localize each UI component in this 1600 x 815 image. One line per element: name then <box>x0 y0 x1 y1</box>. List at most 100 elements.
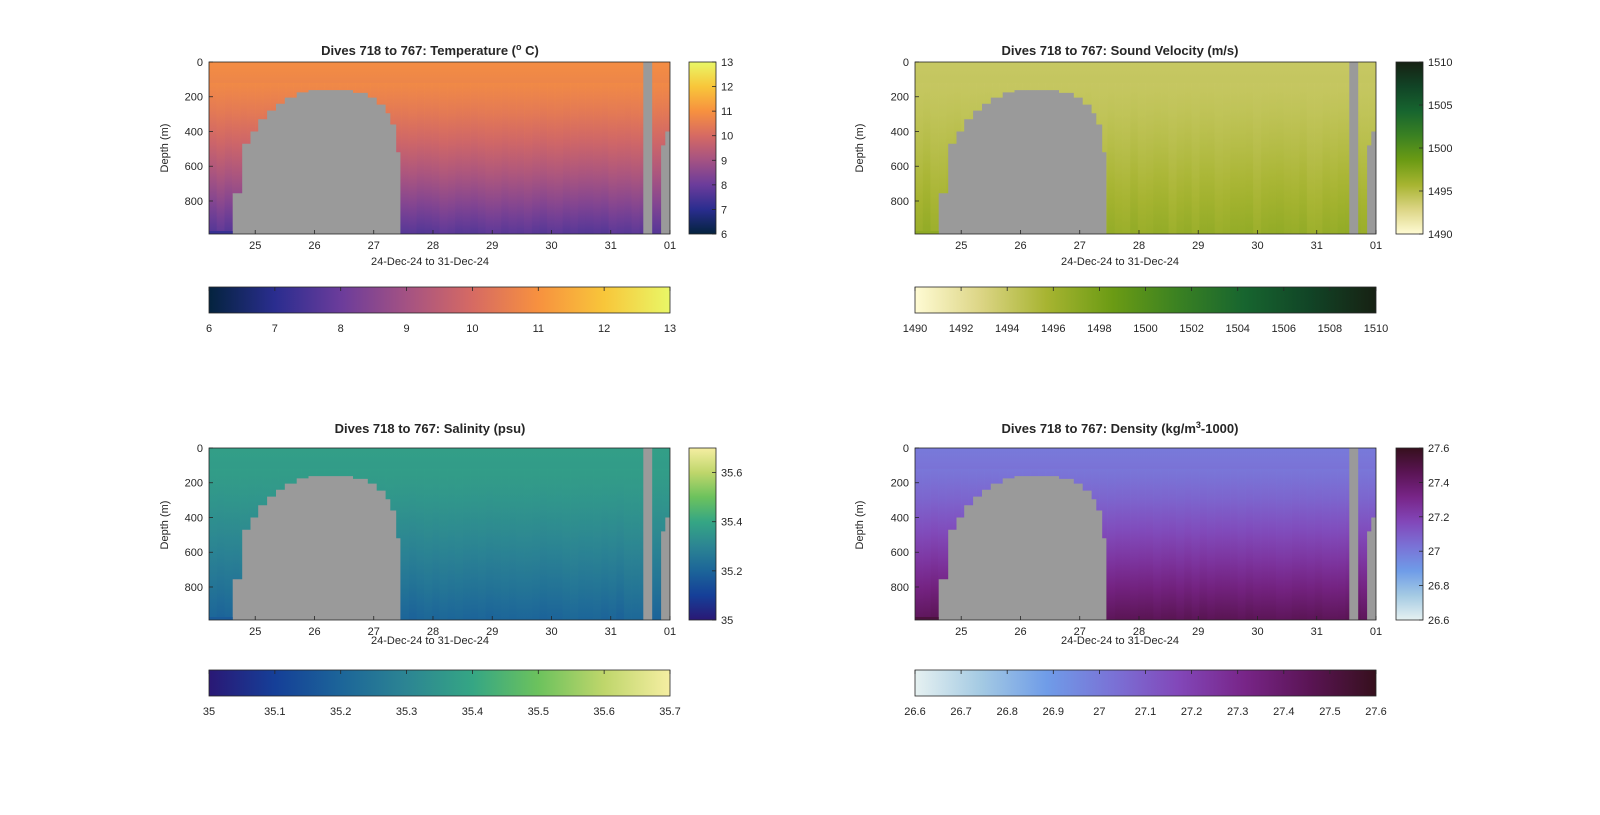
temperature-date-axis: 25 26 27 28 29 30 31 01 <box>249 230 676 252</box>
sound-velocity-colorbar-right: 1490 1495 1500 1505 1510 <box>1395 57 1452 241</box>
temperature-colorbar-bottom-label: 7 <box>272 323 278 335</box>
sound-velocity-depth-axis: 0 200 400 600 800 <box>891 57 919 208</box>
temperature-colorbar-right-label: 6 <box>721 229 727 241</box>
sound-velocity-colorbar-bottom-label: 1510 <box>1364 323 1388 335</box>
temperature-dive-column <box>224 82 233 234</box>
sound-velocity-dive-column <box>1299 82 1308 234</box>
density-heatmap <box>914 447 1377 621</box>
density-colorbar-bottom-label: 27.1 <box>1135 706 1156 718</box>
salinity-dive-column <box>493 468 502 620</box>
sound-velocity-dive-column <box>1153 82 1162 234</box>
temperature-dive-column <box>570 82 579 234</box>
sound-velocity-date-axis: 25 26 27 28 29 30 31 01 <box>955 230 1382 252</box>
density-ytick-label: 600 <box>891 547 909 559</box>
density-dive-column <box>1214 468 1223 620</box>
salinity-no-data-region <box>661 517 670 620</box>
density-panel: Dives 718 to 767: Density (kg/m3-1000) 0… <box>854 420 1449 718</box>
temperature-dive-column <box>462 82 471 234</box>
salinity-ytick-label: 800 <box>185 582 203 594</box>
sound-velocity-colorbar-right-label: 1495 <box>1428 186 1452 198</box>
sound-velocity-colorbar-bottom-scale <box>914 286 1377 314</box>
temperature-dive-column <box>516 82 525 234</box>
salinity-date-axis: 25 26 27 28 29 30 31 01 <box>249 616 676 638</box>
salinity-colorbar-right-scale <box>688 447 717 621</box>
temperature-no-data-region <box>232 90 401 234</box>
temperature-dive-column <box>654 82 663 234</box>
sound-velocity-colorbar-bottom-label: 1502 <box>1179 323 1203 335</box>
sound-velocity-xtick-label: 26 <box>1014 240 1026 252</box>
salinity-no-data-region <box>643 448 653 620</box>
temperature-xlabel: 24-Dec-24 to 31-Dec-24 <box>371 256 489 268</box>
salinity-dive-column <box>209 468 218 620</box>
salinity-dive-column <box>616 468 625 620</box>
salinity-colorbar-bottom-label: 35.2 <box>330 706 351 718</box>
temperature-colorbar-right-label: 10 <box>721 131 733 143</box>
salinity-ylabel: Depth (m) <box>159 501 171 550</box>
sound-velocity-dive-column <box>1114 82 1123 234</box>
sound-velocity-colorbar-right-label: 1505 <box>1428 100 1452 112</box>
salinity-dive-column <box>470 468 479 620</box>
salinity-ytick-label: 0 <box>197 443 203 455</box>
density-colorbar-bottom: 26.6 26.7 26.8 26.9 27 27.1 27.2 27.3 27.4 27.5 27… <box>904 669 1387 718</box>
sound-velocity-no-data-region <box>1367 131 1376 234</box>
temperature-colorbar-right-label: 8 <box>721 180 727 192</box>
temperature-dive-column <box>500 82 510 234</box>
sound-velocity-dive-column <box>1176 82 1185 234</box>
density-ytick-label: 800 <box>891 582 909 594</box>
temperature-dive-column <box>232 82 241 234</box>
salinity-colorbar-bottom-label: 35 <box>203 706 215 718</box>
temperature-dive-column <box>600 82 610 234</box>
density-colorbar-bottom-scale <box>914 669 1377 697</box>
salinity-dive-column <box>401 468 410 620</box>
density-colorbar-right-scale <box>1395 447 1424 621</box>
temperature-dive-column <box>585 82 594 234</box>
sound-velocity-colorbar-bottom-label: 1492 <box>949 323 973 335</box>
temperature-colorbar-right-label: 12 <box>721 82 733 94</box>
temperature-colorbar-bottom-label: 6 <box>206 323 212 335</box>
temperature-dive-column <box>401 82 410 234</box>
sound-velocity-ytick-label: 400 <box>891 126 909 138</box>
density-xtick-label: 27 <box>1074 626 1086 638</box>
sound-velocity-dive-column <box>1160 82 1170 234</box>
sound-velocity-bottom-edge <box>915 231 939 234</box>
density-ytick-label: 400 <box>891 512 909 524</box>
density-dive-column <box>1230 468 1239 620</box>
density-dive-column <box>1107 468 1116 620</box>
sound-velocity-colorbar-bottom-label: 1504 <box>1225 323 1249 335</box>
temperature-colorbar-right-label: 7 <box>721 204 727 216</box>
temperature-colorbar-bottom-label: 11 <box>533 323 544 335</box>
temperature-xtick-label: 25 <box>249 240 261 252</box>
sound-velocity-xtick-label: 28 <box>1133 240 1145 252</box>
density-xtick-label: 31 <box>1311 626 1323 638</box>
salinity-no-data-region <box>232 476 401 620</box>
salinity-dive-column <box>232 468 241 620</box>
salinity-dive-column <box>554 468 563 620</box>
temperature-dive-column <box>539 82 548 234</box>
sound-velocity-colorbar-right-label: 1500 <box>1428 143 1452 155</box>
salinity-xtick-label: 28 <box>427 626 439 638</box>
density-xtick-label: 25 <box>955 626 967 638</box>
salinity-dive-column <box>631 468 640 620</box>
sound-velocity-xlabel: 24-Dec-24 to 31-Dec-24 <box>1061 256 1179 268</box>
salinity-dive-column <box>531 468 540 620</box>
salinity-dive-column <box>424 468 433 620</box>
density-dive-column <box>1222 468 1231 620</box>
density-dive-column <box>1322 468 1331 620</box>
sound-velocity-title: Dives 718 to 767: Sound Velocity (m/s) <box>1002 43 1239 58</box>
density-xlabel: 24-Dec-24 to 31-Dec-24 <box>1061 635 1179 647</box>
temperature-ytick-label: 200 <box>185 92 203 104</box>
salinity-dive-column <box>454 468 464 620</box>
sound-velocity-xtick-label: 29 <box>1192 240 1204 252</box>
salinity-dive-column <box>608 468 617 620</box>
density-dive-column <box>1122 468 1131 620</box>
salinity-xtick-label: 27 <box>368 626 380 638</box>
salinity-colorbar-right-label: 35 <box>721 615 733 627</box>
salinity-colorbar-bottom-label: 35.7 <box>659 706 680 718</box>
density-colorbar-bottom-label: 27.2 <box>1181 706 1202 718</box>
density-dive-column <box>1191 468 1200 620</box>
density-dive-column <box>1237 468 1246 620</box>
density-xtick-label: 01 <box>1370 626 1382 638</box>
salinity-dive-column <box>585 468 594 620</box>
density-colorbar-bottom-label: 27.4 <box>1273 706 1294 718</box>
